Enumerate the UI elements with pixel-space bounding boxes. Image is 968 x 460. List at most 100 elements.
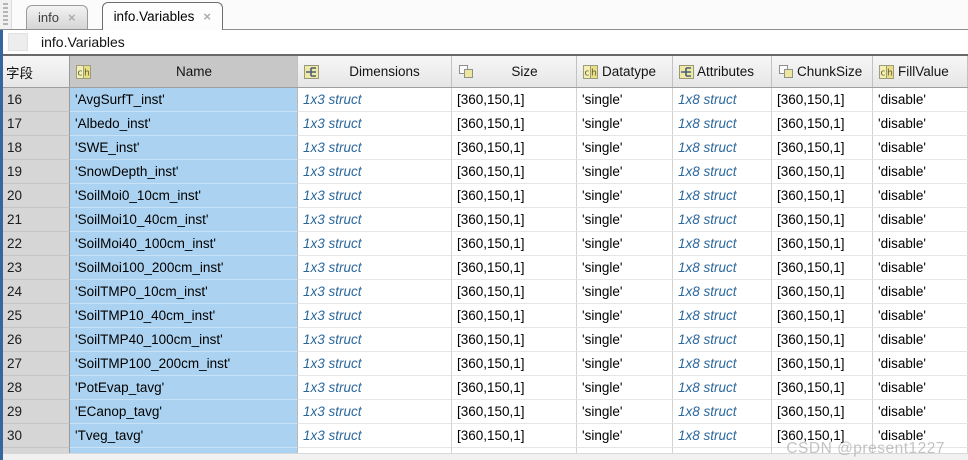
cell-datatype[interactable]: 'single' [577, 352, 673, 376]
cell-chunksize[interactable]: [360,150,1] [772, 184, 873, 208]
cell-chunksize[interactable]: [360,150,1] [772, 328, 873, 352]
horizontal-scrollbar-track[interactable] [0, 453, 968, 460]
cell-fillvalue[interactable]: 'disable' [873, 328, 968, 352]
cell-fillvalue[interactable]: 'disable' [873, 304, 968, 328]
cell-size[interactable]: [360,150,1] [452, 256, 577, 280]
cell-fillvalue[interactable]: 'disable' [873, 376, 968, 400]
cell-fillvalue[interactable]: 'disable' [873, 112, 968, 136]
cell-chunksize[interactable]: [360,150,1] [772, 424, 873, 448]
cell-dimensions[interactable]: 1x3 struct [298, 208, 452, 232]
cell-chunksize[interactable]: [360,150,1] [772, 400, 873, 424]
cell-chunksize[interactable]: [360,150,1] [772, 232, 873, 256]
row-number-cell[interactable]: 19 [0, 160, 70, 184]
row-number-cell[interactable]: 23 [0, 256, 70, 280]
cell-attributes[interactable]: 1x8 struct [673, 232, 772, 256]
cell-attributes[interactable]: 1x8 struct [673, 400, 772, 424]
cell-attributes[interactable]: 1x8 struct [673, 304, 772, 328]
cell-chunksize[interactable]: [360,150,1] [772, 112, 873, 136]
cell-chunksize[interactable]: [360,150,1] [772, 352, 873, 376]
cell-fillvalue[interactable]: 'disable' [873, 424, 968, 448]
cell-name[interactable]: 'SoilMoi10_40cm_inst' [70, 208, 298, 232]
cell-attributes[interactable]: 1x8 struct [673, 424, 772, 448]
cell-chunksize[interactable]: [360,150,1] [772, 304, 873, 328]
cell-size[interactable]: [360,150,1] [452, 424, 577, 448]
cell-datatype[interactable]: 'single' [577, 184, 673, 208]
cell-dimensions[interactable]: 1x3 struct [298, 352, 452, 376]
cell-dimensions[interactable]: 1x3 struct [298, 160, 452, 184]
cell-dimensions[interactable]: 1x3 struct [298, 304, 452, 328]
cell-name[interactable]: 'SoilTMP10_40cm_inst' [70, 304, 298, 328]
cell-name[interactable]: 'PotEvap_tavg' [70, 376, 298, 400]
cell-chunksize[interactable]: [360,150,1] [772, 160, 873, 184]
cell-name[interactable]: 'SWE_inst' [70, 136, 298, 160]
column-header-attributes[interactable]: Attributes [673, 56, 772, 87]
cell-size[interactable]: [360,150,1] [452, 88, 577, 112]
column-header-num[interactable]: 字段 [0, 56, 70, 87]
cell-name[interactable]: 'SoilTMP100_200cm_inst' [70, 352, 298, 376]
cell-chunksize[interactable]: [360,150,1] [772, 208, 873, 232]
row-number-cell[interactable]: 27 [0, 352, 70, 376]
tab-info[interactable]: info × [26, 5, 88, 29]
cell-fillvalue[interactable]: 'disable' [873, 184, 968, 208]
cell-size[interactable]: [360,150,1] [452, 136, 577, 160]
cell-size[interactable]: [360,150,1] [452, 280, 577, 304]
cell-fillvalue[interactable]: 'disable' [873, 232, 968, 256]
cell-name[interactable]: 'Albedo_inst' [70, 112, 298, 136]
cell-dimensions[interactable]: 1x3 struct [298, 184, 452, 208]
cell-datatype[interactable]: 'single' [577, 376, 673, 400]
cell-datatype[interactable]: 'single' [577, 304, 673, 328]
row-number-cell[interactable]: 26 [0, 328, 70, 352]
cell-datatype[interactable]: 'single' [577, 328, 673, 352]
column-header-dimensions[interactable]: Dimensions [298, 56, 452, 87]
cell-datatype[interactable]: 'single' [577, 136, 673, 160]
cell-name[interactable]: 'AvgSurfT_inst' [70, 88, 298, 112]
cell-size[interactable]: [360,150,1] [452, 232, 577, 256]
cell-fillvalue[interactable]: 'disable' [873, 208, 968, 232]
cell-datatype[interactable]: 'single' [577, 256, 673, 280]
cell-attributes[interactable]: 1x8 struct [673, 112, 772, 136]
cell-fillvalue[interactable]: 'disable' [873, 160, 968, 184]
cell-attributes[interactable]: 1x8 struct [673, 208, 772, 232]
column-header-datatype[interactable]: c h Datatype [577, 56, 673, 87]
cell-chunksize[interactable]: [360,150,1] [772, 136, 873, 160]
row-number-cell[interactable]: 25 [0, 304, 70, 328]
cell-dimensions[interactable]: 1x3 struct [298, 232, 452, 256]
cell-attributes[interactable]: 1x8 struct [673, 256, 772, 280]
cell-dimensions[interactable]: 1x3 struct [298, 88, 452, 112]
cell-datatype[interactable]: 'single' [577, 160, 673, 184]
cell-size[interactable]: [360,150,1] [452, 352, 577, 376]
cell-fillvalue[interactable]: 'disable' [873, 88, 968, 112]
cell-attributes[interactable]: 1x8 struct [673, 280, 772, 304]
cell-chunksize[interactable]: [360,150,1] [772, 280, 873, 304]
close-icon[interactable]: × [67, 10, 76, 25]
cell-chunksize[interactable]: [360,150,1] [772, 376, 873, 400]
column-header-name[interactable]: c h Name [70, 56, 298, 87]
cell-name[interactable]: 'SoilTMP40_100cm_inst' [70, 328, 298, 352]
cell-chunksize[interactable]: [360,150,1] [772, 88, 873, 112]
row-number-cell[interactable]: 18 [0, 136, 70, 160]
cell-name[interactable]: 'Tveg_tavg' [70, 424, 298, 448]
row-number-cell[interactable]: 17 [0, 112, 70, 136]
cell-size[interactable]: [360,150,1] [452, 208, 577, 232]
cell-dimensions[interactable]: 1x3 struct [298, 424, 452, 448]
cell-attributes[interactable]: 1x8 struct [673, 136, 772, 160]
cell-datatype[interactable]: 'single' [577, 424, 673, 448]
cell-dimensions[interactable]: 1x3 struct [298, 256, 452, 280]
cell-size[interactable]: [360,150,1] [452, 400, 577, 424]
cell-size[interactable]: [360,150,1] [452, 160, 577, 184]
cell-attributes[interactable]: 1x8 struct [673, 376, 772, 400]
column-header-fillvalue[interactable]: c h FillValue [873, 56, 968, 87]
cell-name[interactable]: 'SoilMoi100_200cm_inst' [70, 256, 298, 280]
cell-datatype[interactable]: 'single' [577, 88, 673, 112]
cell-size[interactable]: [360,150,1] [452, 304, 577, 328]
cell-fillvalue[interactable]: 'disable' [873, 136, 968, 160]
column-header-chunksize[interactable]: ChunkSize [772, 56, 873, 87]
cell-size[interactable]: [360,150,1] [452, 328, 577, 352]
cell-fillvalue[interactable]: 'disable' [873, 256, 968, 280]
cell-fillvalue[interactable]: 'disable' [873, 280, 968, 304]
close-icon[interactable]: × [203, 9, 211, 24]
row-number-cell[interactable]: 28 [0, 376, 70, 400]
cell-datatype[interactable]: 'single' [577, 208, 673, 232]
cell-datatype[interactable]: 'single' [577, 232, 673, 256]
cell-attributes[interactable]: 1x8 struct [673, 352, 772, 376]
